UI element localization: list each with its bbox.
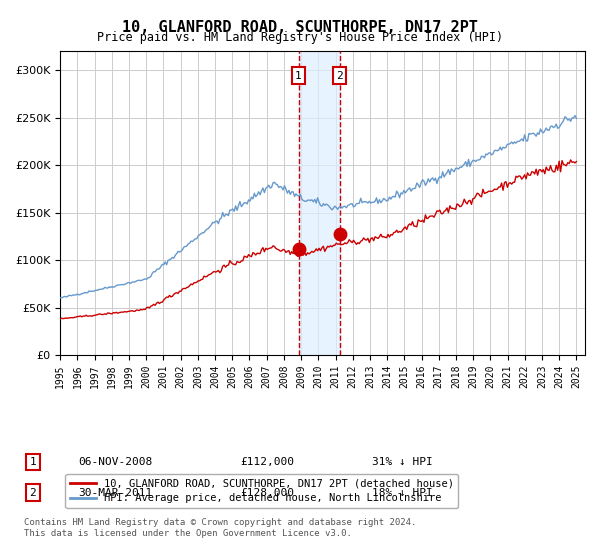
Text: 2: 2	[29, 488, 37, 498]
Text: 31% ↓ HPI: 31% ↓ HPI	[372, 457, 433, 467]
Text: 30-MAR-2011: 30-MAR-2011	[78, 488, 152, 498]
Text: £128,000: £128,000	[240, 488, 294, 498]
Text: 2: 2	[336, 71, 343, 81]
Text: 1: 1	[295, 71, 302, 81]
Text: 1: 1	[29, 457, 37, 467]
Text: 06-NOV-2008: 06-NOV-2008	[78, 457, 152, 467]
Bar	[299, 52, 340, 355]
Text: Contains HM Land Registry data © Crown copyright and database right 2024.
This d: Contains HM Land Registry data © Crown c…	[24, 518, 416, 538]
Text: 18% ↓ HPI: 18% ↓ HPI	[372, 488, 433, 498]
Legend: 10, GLANFORD ROAD, SCUNTHORPE, DN17 2PT (detached house), HPI: Average price, de: 10, GLANFORD ROAD, SCUNTHORPE, DN17 2PT …	[65, 474, 458, 507]
Text: £112,000: £112,000	[240, 457, 294, 467]
Text: 10, GLANFORD ROAD, SCUNTHORPE, DN17 2PT: 10, GLANFORD ROAD, SCUNTHORPE, DN17 2PT	[122, 20, 478, 35]
Text: Price paid vs. HM Land Registry's House Price Index (HPI): Price paid vs. HM Land Registry's House …	[97, 31, 503, 44]
